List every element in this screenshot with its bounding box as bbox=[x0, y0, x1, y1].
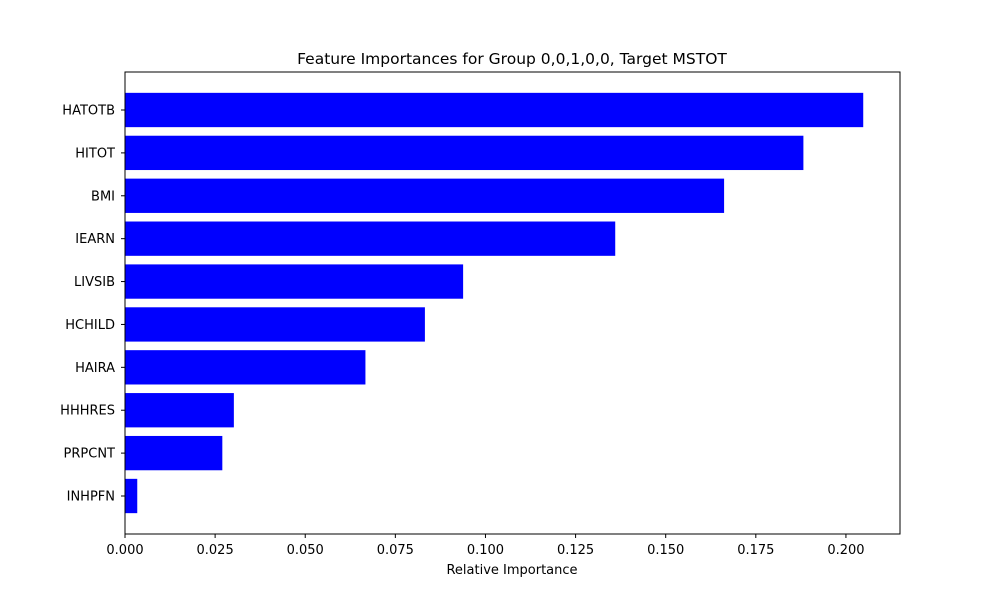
x-tick-label: 0.025 bbox=[197, 543, 234, 558]
y-tick-label: INHPFN bbox=[67, 490, 115, 505]
x-tick-label: 0.175 bbox=[737, 543, 774, 558]
bar-prpcnt bbox=[125, 435, 223, 471]
bar-iearn bbox=[125, 221, 616, 256]
y-tick-label: BMI bbox=[91, 189, 115, 204]
bar-haira bbox=[125, 350, 366, 385]
bars-layer bbox=[125, 92, 864, 514]
y-axis: HATOTB HITOT BMI IEARN LIVSIB HCHILD HAIRA HHHR… bbox=[60, 104, 125, 505]
bar-hhhres bbox=[125, 393, 234, 428]
y-tick-label: HITOT bbox=[75, 146, 115, 161]
x-tick-label: 0.100 bbox=[467, 543, 504, 558]
y-tick-label: IEARN bbox=[75, 232, 115, 247]
x-tick-label: 0.150 bbox=[647, 543, 684, 558]
x-tick-label: 0.000 bbox=[106, 543, 143, 558]
x-tick-label: 0.050 bbox=[287, 543, 324, 558]
x-tick-label: 0.075 bbox=[377, 543, 414, 558]
y-tick-label: HHHRES bbox=[60, 404, 115, 419]
y-tick-label: HCHILD bbox=[65, 318, 115, 333]
x-axis-label: Relative Importance bbox=[446, 563, 577, 578]
x-tick-label: 0.200 bbox=[827, 543, 864, 558]
y-tick-label: PRPCNT bbox=[64, 447, 116, 462]
y-tick-label: HATOTB bbox=[62, 104, 115, 119]
x-tick-label: 0.125 bbox=[557, 543, 594, 558]
bar-livsib bbox=[125, 264, 464, 299]
bar-hitot bbox=[125, 135, 804, 171]
y-tick-label: LIVSIB bbox=[74, 275, 115, 290]
plot-frame bbox=[124, 71, 901, 535]
bar-inhpfn bbox=[125, 478, 138, 514]
chart-title: Feature Importances for Group 0,0,1,0,0,… bbox=[297, 50, 727, 68]
bar-hchild bbox=[125, 307, 425, 342]
bar-hatotb bbox=[125, 92, 864, 128]
y-tick-label: HAIRA bbox=[75, 361, 115, 376]
bar-bmi bbox=[125, 178, 725, 213]
x-axis: 0.000 0.025 0.050 0.075 0.100 0.125 0.150 0.175… bbox=[106, 534, 865, 558]
